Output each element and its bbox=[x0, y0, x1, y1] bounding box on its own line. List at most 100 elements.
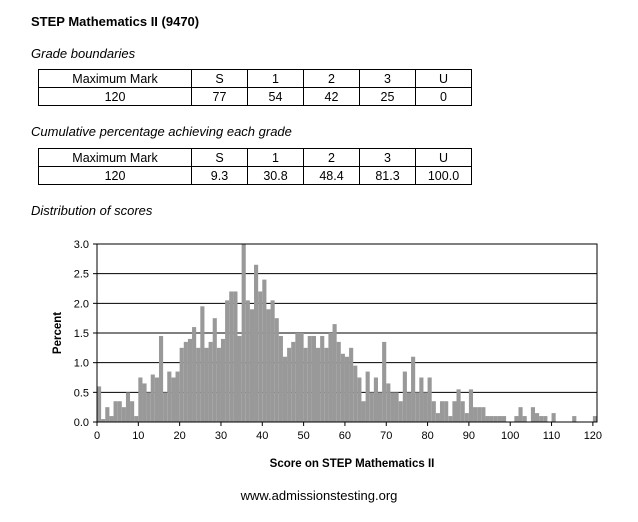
histogram-bar bbox=[138, 377, 143, 422]
histogram-bar bbox=[97, 386, 102, 422]
histogram-bar bbox=[522, 416, 527, 422]
cumulative-caption: Cumulative percentage achieving each gra… bbox=[31, 124, 292, 139]
x-tick-label: 0 bbox=[94, 430, 100, 442]
histogram-bar bbox=[233, 291, 238, 422]
histogram-bar bbox=[481, 407, 486, 422]
histogram-bar bbox=[427, 377, 432, 422]
x-tick-label: 70 bbox=[380, 430, 392, 442]
table-header-row: Maximum Mark S 1 2 3 U bbox=[38, 69, 472, 88]
histogram-bar bbox=[336, 341, 341, 422]
histogram-bar bbox=[543, 416, 548, 422]
histogram-bar bbox=[105, 407, 110, 422]
page-title: STEP Mathematics II (9470) bbox=[31, 14, 200, 29]
histogram-bar bbox=[452, 401, 457, 422]
x-tick-label: 20 bbox=[174, 430, 186, 442]
histogram-bar bbox=[592, 416, 597, 422]
histogram-bar bbox=[274, 318, 279, 422]
histogram-bar bbox=[307, 335, 312, 422]
histogram-bar bbox=[435, 413, 440, 422]
histogram-bar bbox=[171, 377, 176, 422]
histogram-bar bbox=[299, 333, 304, 422]
histogram-bar bbox=[320, 335, 325, 422]
table-cell: 0 bbox=[415, 87, 472, 106]
histogram-bar bbox=[237, 335, 242, 422]
histogram-bar bbox=[444, 401, 449, 422]
histogram-bar bbox=[473, 407, 478, 422]
histogram-bar bbox=[117, 401, 122, 422]
histogram-bar bbox=[175, 371, 180, 422]
histogram-bar bbox=[477, 407, 482, 422]
plot-frame bbox=[96, 243, 598, 423]
table-cell: 25 bbox=[359, 87, 416, 106]
histogram-bar bbox=[303, 347, 308, 422]
histogram-bar bbox=[423, 392, 428, 422]
histogram-bar bbox=[192, 327, 197, 422]
y-tick-label: 0.5 bbox=[74, 387, 89, 399]
histogram-bar bbox=[460, 401, 465, 422]
histogram-bar bbox=[365, 371, 370, 422]
histogram-bar bbox=[344, 356, 350, 422]
histogram-bar bbox=[134, 416, 139, 422]
histogram-bar bbox=[353, 365, 358, 422]
histogram-bar bbox=[101, 419, 106, 422]
histogram-bar bbox=[357, 377, 362, 422]
histogram-bar bbox=[229, 291, 234, 422]
table-cell: 77 bbox=[191, 87, 248, 106]
histogram-bar bbox=[406, 392, 412, 422]
histogram-bar bbox=[216, 347, 221, 422]
histogram-bar bbox=[518, 407, 523, 422]
histogram-bar bbox=[196, 347, 201, 422]
histogram-bar bbox=[225, 300, 230, 422]
grade-boundaries-caption: Grade boundaries bbox=[31, 46, 136, 61]
histogram-bar bbox=[266, 309, 271, 422]
y-tick-label: 3.0 bbox=[74, 239, 89, 251]
table-cell: 54 bbox=[247, 87, 304, 106]
table-cell: 120 bbox=[38, 87, 192, 106]
histogram-bar bbox=[530, 407, 536, 422]
histogram-bar bbox=[167, 371, 172, 422]
histogram-bar bbox=[179, 347, 184, 422]
histogram-bar bbox=[468, 389, 474, 422]
histogram-bar bbox=[448, 416, 453, 422]
histogram-bar bbox=[394, 392, 399, 422]
histogram-bar bbox=[146, 392, 151, 422]
histogram-bar bbox=[501, 416, 507, 422]
histogram-bar bbox=[142, 383, 147, 422]
histogram-bar bbox=[183, 341, 188, 422]
histogram-bar bbox=[328, 333, 333, 422]
histogram-bar bbox=[324, 347, 329, 422]
histogram-bar bbox=[278, 335, 283, 422]
histogram-bar bbox=[402, 371, 407, 422]
histogram-bar bbox=[262, 279, 267, 422]
histogram-bar bbox=[489, 416, 494, 422]
histogram-bar bbox=[439, 401, 445, 422]
histogram-bar bbox=[497, 416, 502, 422]
histogram-bar bbox=[287, 347, 292, 422]
histogram-bar bbox=[415, 392, 420, 422]
x-tick-label: 30 bbox=[215, 430, 227, 442]
table-row: 120 9.3 30.8 48.4 81.3 100.0 bbox=[38, 166, 472, 185]
histogram-bar bbox=[113, 401, 118, 422]
histogram-bar bbox=[382, 341, 387, 422]
histogram-bar bbox=[212, 318, 217, 422]
histogram-bar bbox=[340, 353, 345, 422]
x-tick-label: 90 bbox=[463, 430, 475, 442]
table-cell: 120 bbox=[38, 166, 192, 185]
histogram-bar bbox=[349, 347, 354, 422]
histogram-bar bbox=[419, 377, 424, 422]
x-tick-label: 120 bbox=[584, 430, 602, 442]
y-tick-label: 2.0 bbox=[74, 298, 89, 310]
histogram-bar bbox=[295, 333, 300, 422]
histogram-bar bbox=[572, 416, 577, 422]
distribution-caption: Distribution of scores bbox=[31, 203, 153, 218]
histogram-bar bbox=[431, 401, 436, 422]
histogram-bar bbox=[464, 413, 469, 422]
y-tick-label: 1.0 bbox=[74, 358, 89, 370]
histogram-bar bbox=[187, 338, 193, 422]
histogram-bar bbox=[109, 416, 114, 422]
histogram-bar bbox=[208, 341, 213, 422]
table-header-row: Maximum Mark S 1 2 3 U bbox=[38, 148, 472, 167]
histogram-bar bbox=[125, 392, 131, 422]
histogram-bar bbox=[332, 324, 337, 422]
histogram-bar bbox=[398, 401, 403, 422]
